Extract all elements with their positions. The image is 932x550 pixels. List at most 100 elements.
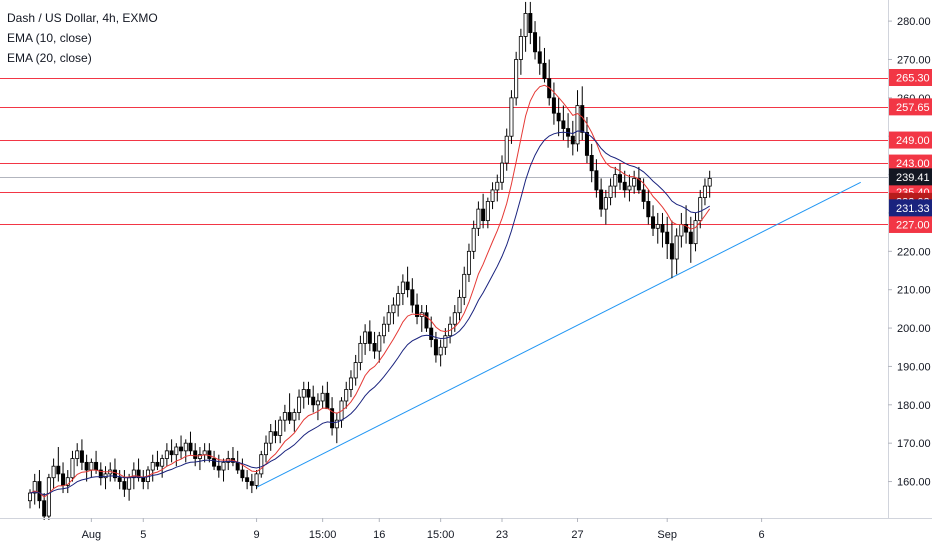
candle-body xyxy=(452,312,457,325)
trendline[interactable] xyxy=(256,181,861,488)
candle-body xyxy=(56,465,61,475)
candle-body xyxy=(632,178,637,187)
candle-body xyxy=(533,32,538,53)
candle-body xyxy=(273,431,278,436)
candle-body xyxy=(65,477,70,486)
ema-10-line xyxy=(29,84,711,498)
candle xyxy=(660,212,665,248)
candle-body xyxy=(372,343,377,352)
candle-body xyxy=(282,412,287,421)
candle-body xyxy=(278,419,283,436)
candle-body xyxy=(603,197,608,210)
candle xyxy=(150,454,155,482)
candle-body xyxy=(499,162,504,183)
candle xyxy=(202,443,207,463)
candle xyxy=(325,381,330,410)
candle xyxy=(334,412,339,444)
candle-body xyxy=(391,304,396,314)
candle xyxy=(528,1,533,45)
candle-body xyxy=(150,461,155,471)
candle xyxy=(646,189,651,225)
price-axis[interactable]: 280.00270.00260.00250.00240.00230.00220.… xyxy=(888,16,931,489)
candle xyxy=(514,51,519,106)
price-badge-label: 239.41 xyxy=(896,172,930,184)
candle-body xyxy=(684,224,689,233)
candle xyxy=(396,285,401,317)
candle-body xyxy=(207,450,212,459)
x-tick-label: Sep xyxy=(657,529,677,541)
candle-body xyxy=(297,396,302,413)
candle-body xyxy=(268,431,273,444)
candle-body xyxy=(594,170,599,191)
candle-body xyxy=(325,392,330,410)
level-price-badge-label: 243.00 xyxy=(896,158,930,170)
candle-body xyxy=(481,208,486,222)
candle-body xyxy=(202,450,207,456)
candle xyxy=(46,473,51,520)
time-axis[interactable]: Aug 5 9 15:00 16 15:00 23 27 Sep 6 xyxy=(82,518,765,541)
candle-body xyxy=(169,450,174,456)
price-badge xyxy=(889,199,932,217)
candle xyxy=(570,120,575,156)
candle-body xyxy=(94,461,99,471)
candle xyxy=(533,21,538,60)
candle xyxy=(542,47,547,83)
price-badge-label: 231.33 xyxy=(896,203,930,215)
candle-body xyxy=(174,446,179,456)
candle xyxy=(499,155,504,190)
candle-body xyxy=(599,189,604,210)
candle-body xyxy=(344,389,349,402)
candle-body xyxy=(429,327,434,340)
horizontal-levels[interactable] xyxy=(0,78,888,225)
candle-body xyxy=(183,442,188,452)
candle xyxy=(599,178,604,217)
candle-body xyxy=(46,477,51,517)
candle xyxy=(263,435,268,463)
candle-body xyxy=(669,243,674,260)
candle-body xyxy=(306,389,311,398)
x-tick-label: 9 xyxy=(253,529,259,541)
candle xyxy=(193,443,198,467)
candle-body xyxy=(37,481,42,502)
candle xyxy=(669,220,674,279)
candle xyxy=(348,370,353,398)
candle xyxy=(70,450,75,482)
candle xyxy=(344,381,349,409)
candle xyxy=(136,458,141,482)
candle xyxy=(466,243,471,283)
y-tick-label: 170.00 xyxy=(897,438,931,450)
candle xyxy=(627,174,632,202)
candle xyxy=(410,278,415,313)
candle-body xyxy=(561,120,566,129)
candle-body xyxy=(476,208,481,229)
candle-body xyxy=(688,231,693,245)
candle xyxy=(240,458,245,482)
trendline-layer[interactable] xyxy=(256,181,861,488)
candle-body xyxy=(122,481,127,490)
candle xyxy=(688,216,693,263)
x-tick-label: 23 xyxy=(496,529,508,541)
candle xyxy=(665,216,670,259)
candle xyxy=(112,458,117,482)
candle xyxy=(551,82,556,125)
level-price-badge-label: 227.00 xyxy=(896,219,930,231)
x-tick-label: 15:00 xyxy=(309,529,337,541)
level-price-badge xyxy=(889,215,932,233)
y-tick-label: 200.00 xyxy=(897,323,931,335)
candle-body xyxy=(570,135,575,145)
candle xyxy=(702,178,707,206)
level-price-badge xyxy=(889,154,932,172)
candle-body xyxy=(386,312,391,325)
candle xyxy=(608,178,613,206)
candle-body xyxy=(212,458,217,467)
candle xyxy=(268,423,273,451)
candle xyxy=(65,470,70,494)
candle xyxy=(618,163,623,190)
candle-body xyxy=(514,59,519,99)
candle-body xyxy=(485,201,490,222)
candle-body xyxy=(117,477,122,482)
candle-body xyxy=(127,477,132,490)
candle-body xyxy=(42,500,47,517)
candle xyxy=(636,166,641,194)
